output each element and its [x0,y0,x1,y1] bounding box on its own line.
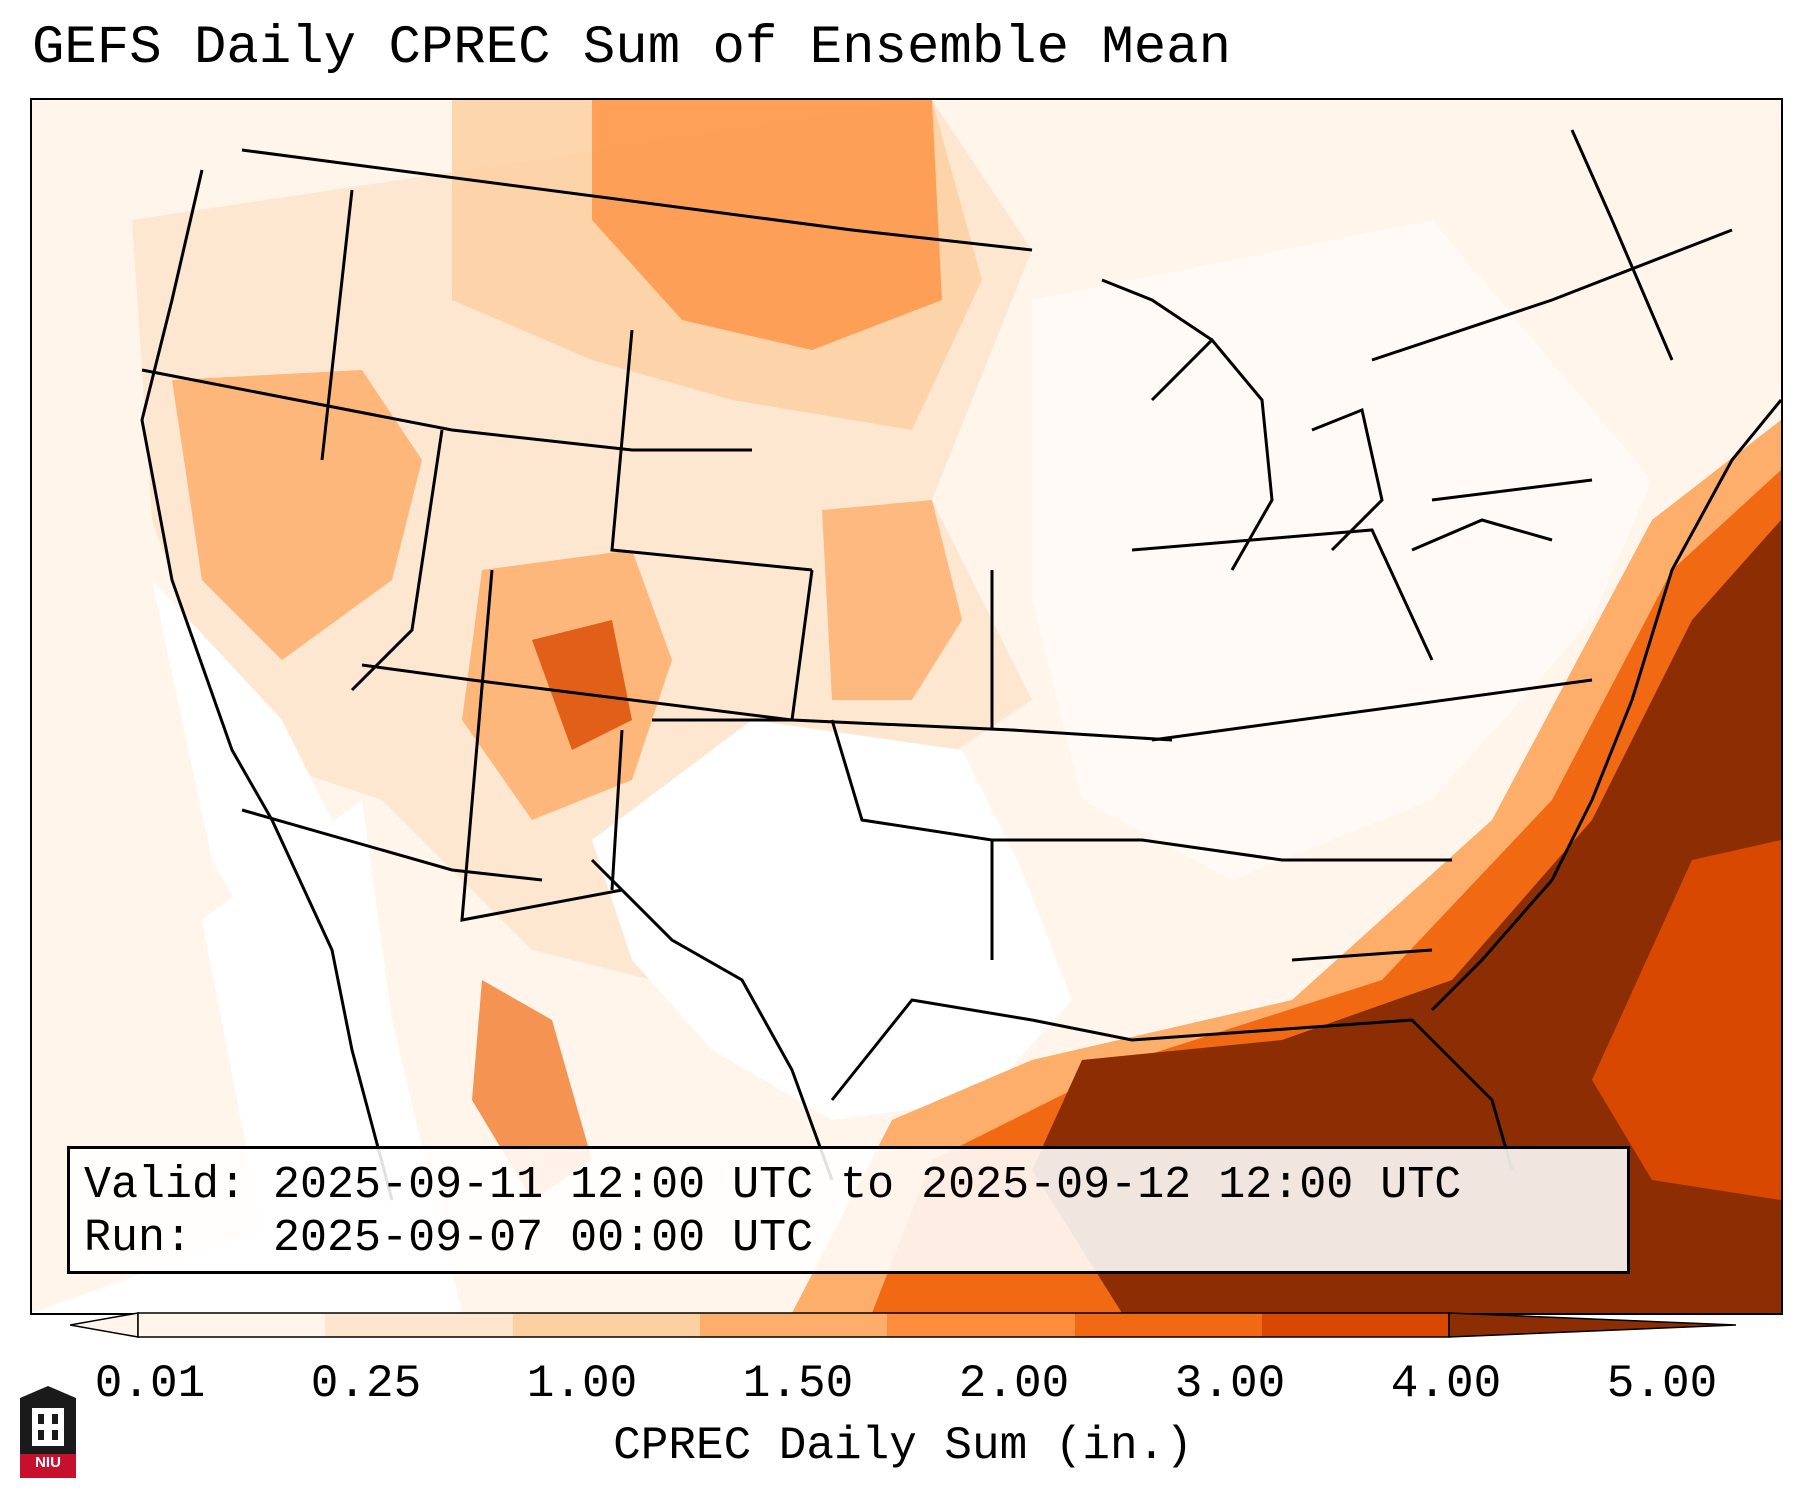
run-label: Run: [84,1213,193,1264]
projection-edge-shading [32,100,332,1313]
precip-region-great-basin [172,370,422,660]
colorbar-label: CPREC Daily Sum (in.) [613,1420,1193,1472]
colorbar-outline [137,1312,1450,1338]
colorbar-max-extension [1448,1312,1736,1338]
info-box: Valid: 2025-09-11 12:00 UTC to 2025-09-1… [67,1146,1630,1274]
precip-region-nebraska [822,500,962,700]
texas-clear-area [592,720,1072,1120]
colorbar-segment-7 [1262,1313,1449,1337]
precip-region-mexico-west [472,980,592,1200]
colorbar-segment-3 [513,1313,700,1337]
colorbar-segment-5 [887,1313,1075,1337]
colorbar-tick-label: 5.00 [1606,1358,1718,1410]
colorbar-min-extension [70,1312,139,1338]
colorbar-segment-1 [138,1313,325,1337]
colorbar-segment-6 [1075,1313,1262,1337]
state-boundaries [140,129,1781,1201]
colorbar-segment-2 [325,1313,513,1337]
valid-value: 2025-09-11 12:00 UTC to 2025-09-12 12:00… [273,1160,1462,1211]
map-title: GEFS Daily CPREC Sum of Ensemble Mean [32,18,1231,79]
niu-logo-icon [20,1386,76,1478]
precip-region-montana [592,100,942,350]
east-clear-area [1032,220,1652,880]
california-clear-area [152,580,362,1000]
logo-text: NIU [35,1454,61,1471]
colorbar-segment-4 [700,1313,887,1337]
colorbar-tick-label: 1.00 [526,1358,638,1410]
colorbar-tick-label: 0.01 [94,1358,206,1410]
colorbar-tick-label: 1.50 [742,1358,854,1410]
colorbar-tick-label: 3.00 [1174,1358,1286,1410]
run-value: 2025-09-07 00:00 UTC [273,1213,814,1264]
precipitation-map [30,98,1783,1315]
colorbar [70,1312,1736,1338]
precip-region-gulf-core [1032,520,1781,1313]
valid-label: Valid: [84,1160,247,1211]
colorbar-tick-label: 2.00 [958,1358,1070,1410]
colorbar-tick-label: 4.00 [1390,1358,1502,1410]
precip-region-colorado-peak [532,620,632,750]
precip-region-caribbean [1592,840,1781,1200]
colorbar-tick-label: 0.25 [310,1358,422,1410]
